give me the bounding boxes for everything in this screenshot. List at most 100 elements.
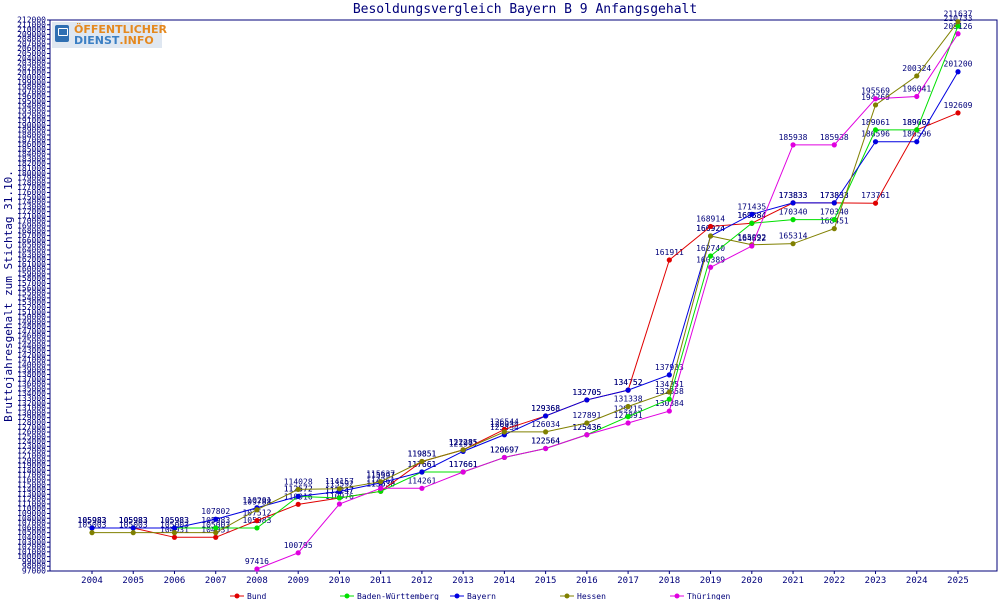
y-tick-label: 126000: [17, 428, 46, 437]
data-label: 119851: [407, 450, 436, 459]
x-tick-label: 2021: [782, 576, 804, 586]
data-label: 105983: [119, 516, 148, 525]
x-tick-label: 2018: [658, 576, 680, 586]
data-label: 134752: [614, 378, 643, 387]
data-label: 114157: [325, 477, 354, 486]
data-label: 120697: [490, 445, 519, 454]
y-tick-label: 172000: [17, 207, 46, 216]
y-tick-label: 189000: [17, 126, 46, 135]
y-tick-label: 136000: [17, 380, 46, 389]
legend-marker-hessen: [564, 593, 570, 599]
data-point: [625, 420, 631, 426]
data-label: 115637: [366, 470, 395, 479]
data-label: 107512: [242, 509, 271, 518]
data-point: [213, 516, 219, 522]
y-tick-label: 204000: [17, 54, 46, 63]
y-tick-label: 101000: [17, 547, 46, 556]
y-tick-label: 119000: [17, 461, 46, 470]
data-point: [130, 525, 136, 531]
data-point: [790, 200, 796, 206]
data-label: 173833: [820, 191, 849, 200]
y-tick-label: 186000: [17, 140, 46, 149]
y-tick-label: 181000: [17, 164, 46, 173]
data-point: [336, 486, 343, 492]
data-label: 173833: [779, 191, 808, 200]
y-tick-label: 185000: [17, 145, 46, 154]
y-tick-label: 176000: [17, 188, 46, 197]
y-tick-label: 162000: [17, 255, 46, 264]
logo-icon: [55, 25, 69, 42]
y-tick-label: 134000: [17, 389, 46, 398]
y-tick-label: 103000: [17, 538, 46, 547]
y-tick-label: 184000: [17, 150, 46, 159]
data-point: [872, 139, 879, 145]
y-tick-label: 188000: [17, 130, 46, 139]
data-label: 126544: [490, 417, 519, 426]
y-tick-label: 158000: [17, 274, 46, 283]
data-label: 122285: [449, 438, 478, 447]
data-label: 122564: [531, 437, 560, 446]
data-point: [666, 396, 672, 402]
data-label: 125436: [572, 423, 601, 432]
data-point: [666, 408, 672, 414]
x-tick-label: 2008: [246, 576, 268, 586]
y-tick-label: 212000: [17, 16, 46, 25]
data-point: [295, 486, 301, 493]
data-point: [171, 534, 178, 540]
y-tick-label: 147000: [17, 327, 46, 336]
data-label: 113592: [325, 480, 354, 489]
data-label: 173833: [820, 191, 849, 200]
site-logo: ÖFFENTLICHER DIENST.INFO: [52, 22, 167, 48]
y-tick-label: 199000: [17, 78, 46, 87]
data-label: 105003: [201, 521, 230, 530]
data-point: [543, 429, 549, 435]
data-point: [295, 550, 301, 556]
data-point: [872, 127, 879, 133]
data-point: [955, 19, 961, 25]
y-tick-label: 121000: [17, 452, 46, 461]
y-tick-label: 104000: [17, 533, 46, 542]
data-point: [130, 530, 136, 536]
data-label: 170340: [820, 208, 849, 217]
data-label: 126034: [490, 420, 519, 429]
x-tick-label: 2024: [906, 576, 928, 586]
y-tick-label: 192000: [17, 111, 46, 120]
x-tick-label: 2020: [741, 576, 763, 586]
data-point: [831, 142, 837, 148]
data-label: 122564: [531, 437, 560, 446]
y-tick-label: 179000: [17, 174, 46, 183]
data-label: 210733: [944, 14, 973, 23]
data-point: [419, 485, 425, 491]
data-point: [213, 530, 219, 536]
data-point: [707, 264, 714, 270]
x-tick-label: 2016: [576, 576, 598, 586]
data-point: [295, 493, 301, 499]
data-point: [543, 413, 549, 419]
data-point: [790, 241, 796, 247]
data-label: 100795: [284, 541, 313, 550]
data-point: [914, 127, 920, 133]
data-point: [914, 139, 920, 145]
data-point: [625, 387, 631, 393]
data-point: [501, 429, 507, 435]
y-tick-label: 120000: [17, 456, 46, 465]
y-tick-label: 112000: [17, 495, 46, 504]
y-axis-label: Bruttojahresgehalt zum Stichtag 31.10.: [2, 170, 15, 422]
y-tick-label: 123000: [17, 442, 46, 451]
y-tick-label: 105000: [17, 528, 46, 537]
data-label: 132705: [572, 388, 601, 397]
x-tick-label: 2019: [700, 576, 722, 586]
data-label: 134752: [614, 378, 643, 387]
data-label: 165092: [737, 233, 766, 242]
data-point: [955, 23, 961, 29]
y-tick-label: 115000: [17, 480, 46, 489]
y-tick-label: 122000: [17, 447, 46, 456]
y-tick-label: 193000: [17, 107, 46, 116]
data-label: 137933: [655, 363, 684, 372]
x-tick-label: 2022: [823, 576, 845, 586]
data-point: [872, 102, 879, 108]
y-tick-label: 102000: [17, 543, 46, 552]
data-label: 105003: [119, 521, 148, 530]
y-tick-label: 124000: [17, 437, 46, 446]
y-tick-label: 99000: [22, 557, 46, 566]
